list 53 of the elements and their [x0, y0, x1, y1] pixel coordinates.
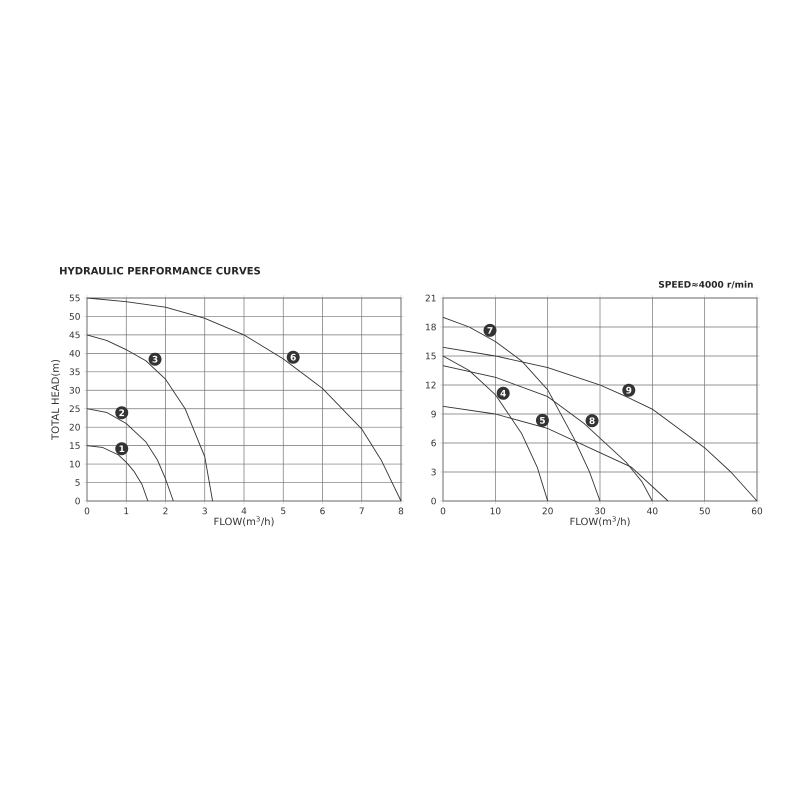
y-tick-label: 25	[70, 405, 80, 412]
y-tick-label: 15	[426, 352, 436, 360]
y-tick-label: 12	[426, 382, 436, 388]
x-tick-label: 3	[202, 508, 207, 514]
series-label: 5	[540, 417, 545, 424]
line-series	[86, 298, 402, 502]
y-tick-label: 40	[69, 350, 80, 357]
series-label: 3	[152, 356, 158, 363]
line-series	[86, 334, 214, 502]
x-tick-label: 8	[398, 508, 404, 514]
text: SPEED≈4000 r/min	[658, 280, 753, 288]
series-label: 6	[290, 354, 296, 361]
y-tick-label: 30	[70, 386, 80, 394]
y-tick-label: 18	[426, 324, 436, 330]
y-tick-label: 10	[70, 460, 80, 468]
y-tick-label: 15	[70, 442, 80, 449]
x-tick-label: 6	[320, 508, 325, 514]
y-tick-label: 35	[70, 368, 80, 376]
x-tick-label: 50	[700, 508, 710, 514]
y-tick-label: 20	[70, 424, 80, 431]
x-tick-label: 7	[360, 508, 364, 514]
x-tick-label: 40	[647, 508, 658, 514]
series-label: 2	[119, 409, 124, 416]
x-tick-label: 5	[281, 508, 286, 514]
y-tick-label: 6	[431, 440, 436, 446]
series-label: 4	[500, 390, 506, 397]
y-tick-label: 3	[431, 468, 436, 476]
y-axis-title: TOTAL HEAD(m)	[51, 360, 60, 440]
y-tick-label: 55	[70, 294, 80, 302]
x-tick-label: 0	[84, 508, 90, 514]
x-tick-label: 1	[124, 508, 128, 514]
series-label: 9	[626, 386, 632, 394]
y-tick-label: 0	[431, 498, 436, 504]
y-tick-label: 0	[75, 498, 80, 504]
y-tick-label: 50	[70, 313, 80, 320]
y-tick-label: 9	[431, 410, 436, 418]
line-series	[86, 408, 174, 502]
x-axis-title: FLOW(m$^{3}$/h)	[214, 516, 274, 526]
y-tick-label: 21	[426, 294, 436, 302]
series-label: 8	[589, 417, 595, 424]
x-tick-label: 0	[440, 508, 446, 514]
x-tick-label: 2	[163, 508, 168, 514]
x-tick-label: 4	[242, 508, 246, 514]
x-tick-label: 10	[490, 508, 500, 514]
series-label: 7	[487, 327, 492, 334]
x-tick-label: 60	[752, 508, 762, 514]
chart-title: HYDRAULIC PERFORMANCE CURVES	[60, 266, 260, 274]
x-tick-label: 20	[542, 508, 553, 514]
x-axis-title: FLOW(m$^{3}$/h)	[570, 516, 630, 526]
series-label: 1	[120, 445, 124, 452]
x-tick-label: 30	[594, 508, 606, 514]
y-tick-label: 5	[75, 479, 80, 486]
y-tick-label: 45	[69, 332, 80, 338]
